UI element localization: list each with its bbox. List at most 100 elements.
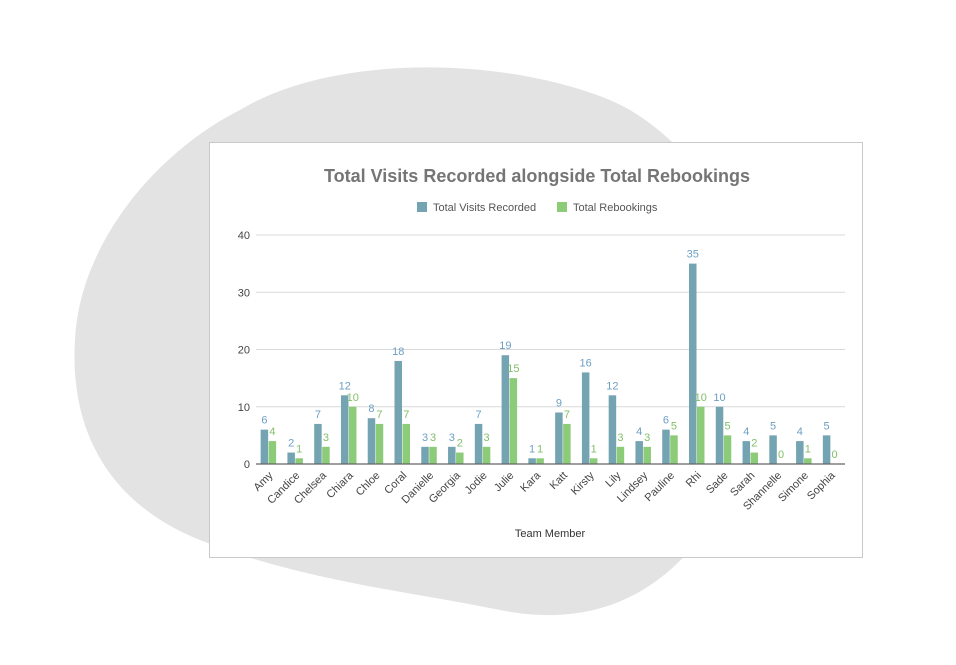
data-label-visits: 5 (770, 420, 776, 432)
y-tick-label: 40 (238, 230, 250, 242)
bar-rebookings (670, 435, 678, 464)
bar-chart: Total Visits Recorded alongside Total Re… (238, 166, 845, 540)
bar-visits (581, 372, 590, 464)
chart-title: Total Visits Recorded alongside Total Re… (324, 166, 750, 186)
chart-card: Total Visits Recorded alongside Total Re… (209, 142, 863, 558)
x-tick-label: Sophia (805, 469, 838, 502)
y-tick-label: 20 (238, 345, 250, 357)
data-label-rebookings: 1 (805, 443, 811, 455)
data-label-rebookings: 0 (832, 449, 838, 461)
data-label-visits: 4 (743, 426, 749, 438)
x-tick-label: Chloe (354, 470, 383, 499)
data-label-rebookings: 4 (269, 426, 275, 438)
bar-visits (340, 395, 349, 464)
bars (260, 263, 831, 464)
bar-visits (608, 395, 617, 464)
data-label-visits: 7 (476, 409, 482, 421)
chart-legend: Total Visits Recorded Total Rebookings (417, 202, 658, 214)
bar-rebookings (643, 446, 651, 464)
x-tick-label: Kara (518, 469, 544, 495)
x-tick-label: Chiara (324, 469, 356, 501)
data-label-visits: 12 (339, 380, 351, 392)
bar-rebookings (563, 423, 571, 464)
data-label-rebookings: 5 (671, 420, 677, 432)
bar-visits (394, 360, 402, 464)
data-label-rebookings: 7 (564, 409, 570, 421)
legend-label-rebookings: Total Rebookings (573, 202, 658, 214)
bar-rebookings (402, 423, 410, 464)
data-label-rebookings: 0 (778, 449, 784, 461)
x-tick-label: Jodie (463, 470, 490, 497)
x-tick-label: Sade (704, 470, 731, 497)
bar-rebookings (750, 452, 759, 464)
data-label-rebookings: 10 (347, 392, 359, 404)
x-tick-label: Pauline (643, 470, 677, 504)
bar-visits (796, 441, 804, 464)
bar-visits (555, 412, 563, 464)
bar-rebookings (456, 452, 464, 464)
bar-rebookings (482, 446, 491, 464)
bar-visits (287, 452, 295, 464)
data-label-rebookings: 7 (403, 409, 409, 421)
data-label-visits: 7 (315, 409, 321, 421)
data-label-rebookings: 5 (724, 420, 730, 432)
data-label-visits: 8 (368, 403, 374, 415)
data-label-rebookings: 10 (695, 392, 707, 404)
data-label-rebookings: 1 (296, 443, 302, 455)
bar-visits (635, 441, 643, 464)
data-label-visits: 2 (288, 438, 294, 450)
y-axis: 0 10 20 30 40 (238, 230, 250, 471)
data-label-visits: 4 (636, 426, 642, 438)
bar-rebookings (697, 406, 705, 464)
bar-visits (715, 406, 724, 464)
data-label-visits: 1 (529, 443, 535, 455)
bar-visits (769, 435, 777, 464)
bar-rebookings (589, 458, 598, 464)
legend-swatch-visits (417, 202, 427, 212)
data-label-rebookings: 3 (617, 432, 623, 444)
data-label-visits: 9 (556, 397, 562, 409)
data-label-rebookings: 1 (537, 443, 543, 455)
x-tick-label: Kirsty (569, 469, 597, 497)
legend-swatch-rebookings (557, 202, 567, 212)
y-tick-label: 0 (244, 459, 250, 471)
data-label-visits: 4 (797, 426, 803, 438)
data-label-visits: 3 (449, 432, 455, 444)
bar-visits (822, 435, 831, 464)
bar-rebookings (804, 458, 812, 464)
bar-visits (421, 446, 429, 464)
bar-visits (260, 429, 269, 464)
bar-rebookings (536, 458, 544, 464)
bar-visits (662, 429, 670, 464)
bar-visits (314, 423, 322, 464)
x-tick-label: Lily (603, 469, 624, 490)
bar-visits (742, 441, 751, 464)
bar-rebookings (268, 441, 277, 464)
data-label-visits: 12 (606, 380, 618, 392)
bar-rebookings (429, 446, 437, 464)
data-label-visits: 19 (499, 340, 511, 352)
bar-rebookings (616, 446, 625, 464)
y-tick-label: 10 (238, 402, 250, 414)
bar-rebookings (322, 446, 330, 464)
x-tick-label: Simone (776, 470, 811, 505)
data-label-rebookings: 3 (484, 432, 490, 444)
data-label-visits: 5 (824, 420, 830, 432)
data-label-visits: 18 (392, 346, 404, 358)
bar-visits (367, 418, 376, 464)
data-label-visits: 3 (422, 432, 428, 444)
data-label-visits: 35 (687, 249, 699, 261)
y-tick-label: 30 (238, 287, 250, 299)
data-label-rebookings: 7 (376, 409, 382, 421)
data-label-rebookings: 3 (430, 432, 436, 444)
bar-rebookings (509, 378, 518, 464)
x-tick-label: Julie (492, 470, 516, 494)
bar-visits (474, 423, 483, 464)
bar-rebookings (295, 458, 303, 464)
x-tick-label: Rhi (684, 470, 704, 490)
bar-rebookings (348, 406, 357, 464)
bar-rebookings (375, 423, 384, 464)
data-label-visits: 16 (580, 357, 592, 369)
